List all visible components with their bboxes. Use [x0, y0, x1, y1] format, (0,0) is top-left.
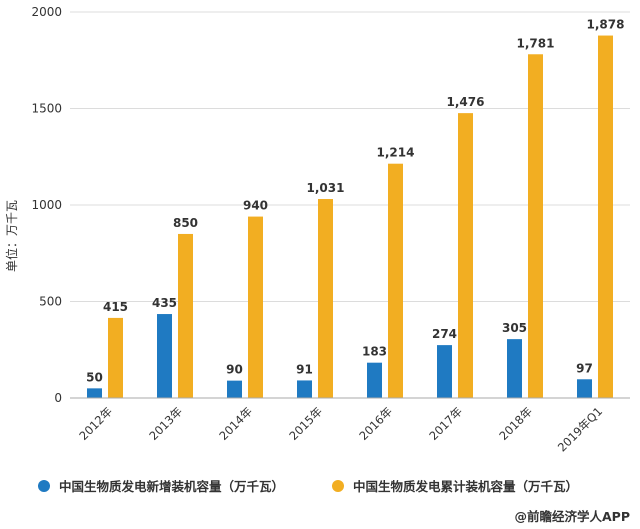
data-label: 1,031 [307, 181, 345, 195]
data-label: 97 [576, 361, 593, 375]
bar-new-capacity [437, 345, 452, 398]
x-tick-label: 2013年 [146, 404, 185, 443]
data-label: 50 [86, 370, 103, 384]
legend-swatch-orange [332, 479, 344, 492]
bar-new-capacity [297, 380, 312, 398]
x-tick-label: 2017年 [426, 404, 465, 443]
x-tick-label: 2012年 [76, 404, 115, 443]
data-label: 435 [152, 296, 177, 310]
y-tick-label: 500 [39, 295, 62, 309]
data-label: 850 [173, 216, 198, 230]
bar-cumulative-capacity [388, 163, 403, 398]
y-tick-label: 2000 [31, 5, 62, 19]
legend-label-cumulative-capacity: 中国生物质发电累计装机容量（万千瓦） [353, 479, 579, 494]
bar-new-capacity [87, 388, 102, 398]
legend: 中国生物质发电新增装机容量（万千瓦） 中国生物质发电累计装机容量（万千瓦） [38, 476, 638, 500]
legend-item-new-capacity: 中国生物质发电新增装机容量（万千瓦） [38, 476, 284, 495]
data-label: 1,878 [587, 18, 625, 32]
bar-cumulative-capacity [108, 317, 123, 398]
source-credit: @前瞻经济学人APP [514, 509, 631, 524]
data-label: 940 [243, 199, 268, 213]
data-label: 305 [502, 321, 527, 335]
bar-chart: 0 500 1000 1500 2000 单位：万千瓦 50 415 435 850 90 940… [4, 5, 630, 455]
data-label: 1,476 [447, 95, 485, 109]
bar-new-capacity [367, 362, 382, 398]
bar-cumulative-capacity [528, 54, 543, 398]
legend-label-new-capacity: 中国生物质发电新增装机容量（万千瓦） [59, 479, 285, 494]
x-tick-label: 2015年 [286, 404, 325, 443]
data-label: 90 [226, 363, 243, 377]
bar-cumulative-capacity [598, 35, 613, 399]
data-label: 415 [103, 300, 128, 314]
y-tick-label: 1000 [31, 198, 62, 212]
legend-swatch-blue [38, 479, 50, 492]
bar-cumulative-capacity [318, 199, 333, 398]
x-tick-label: 2014年 [216, 404, 255, 443]
y-axis-ticks: 0 500 1000 1500 2000 [31, 5, 62, 405]
x-axis-ticks: 2012年 2013年 2014年 2015年 2016年 2017年 2018年 2019年… [76, 404, 605, 454]
bar-cumulative-capacity [458, 113, 473, 398]
y-tick-label: 1500 [31, 102, 62, 116]
y-axis-label: 单位：万千瓦 [4, 200, 19, 272]
bar-cumulative-capacity [248, 216, 263, 398]
bar-new-capacity [157, 314, 172, 398]
data-labels: 50 415 435 850 90 940 91 1,031 183 1,214 274 1,476 3… [86, 18, 624, 385]
y-tick-label: 0 [54, 391, 62, 405]
gridlines [70, 11, 630, 302]
bar-cumulative-capacity [178, 233, 193, 398]
data-label: 1,781 [517, 36, 555, 50]
x-tick-label: 2019年Q1 [555, 404, 605, 454]
data-label: 1,214 [377, 146, 415, 160]
x-tick-label: 2016年 [356, 404, 395, 443]
bars [87, 35, 613, 399]
legend-item-cumulative-capacity: 中国生物质发电累计装机容量（万千瓦） [332, 476, 578, 495]
bar-new-capacity [577, 379, 592, 398]
data-label: 274 [432, 327, 457, 341]
bar-new-capacity [227, 380, 242, 398]
data-label: 91 [296, 362, 313, 376]
bar-new-capacity [507, 339, 522, 398]
x-tick-label: 2018年 [496, 404, 535, 443]
data-label: 183 [362, 345, 387, 359]
